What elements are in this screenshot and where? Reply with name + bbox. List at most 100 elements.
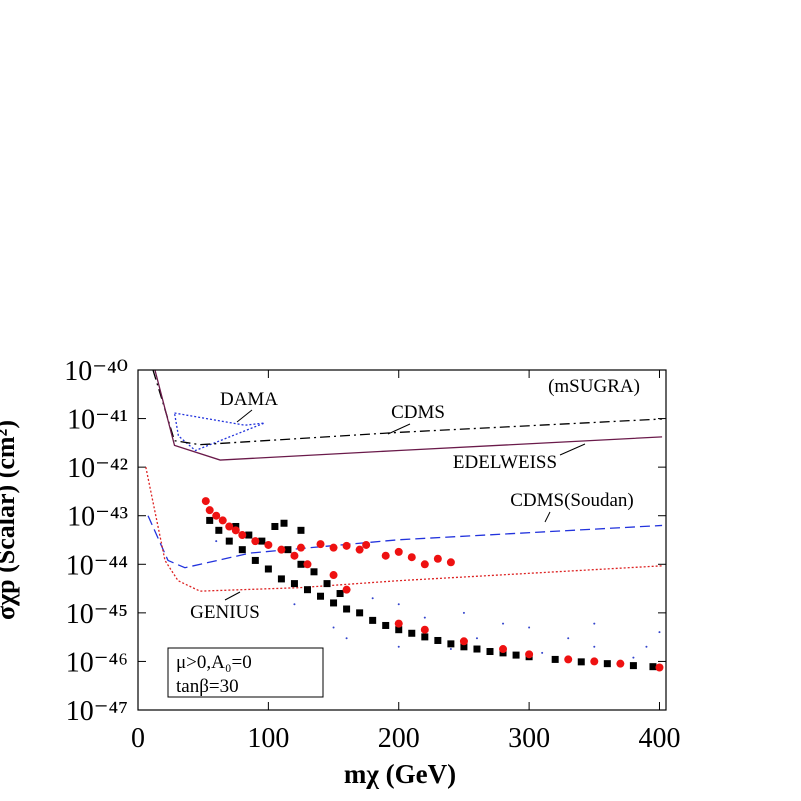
point bbox=[551, 655, 559, 663]
point bbox=[486, 648, 494, 656]
point bbox=[499, 645, 508, 654]
point bbox=[394, 619, 403, 628]
y-tick-label: 10⁻⁴¹ bbox=[67, 405, 128, 436]
curve bbox=[173, 412, 265, 452]
point bbox=[616, 659, 625, 668]
y-tick-label: 10⁻⁴⁰ bbox=[64, 356, 128, 387]
point bbox=[264, 565, 272, 573]
arrows bbox=[224, 409, 586, 601]
point bbox=[434, 636, 442, 644]
point bbox=[201, 497, 210, 506]
point bbox=[433, 554, 442, 563]
point bbox=[421, 633, 429, 641]
point bbox=[567, 637, 570, 640]
point bbox=[460, 643, 468, 651]
point bbox=[473, 645, 481, 653]
annotation: μ>0,A₀=0 bbox=[176, 652, 252, 673]
point bbox=[215, 540, 218, 543]
point bbox=[541, 651, 544, 654]
point bbox=[394, 547, 403, 556]
point bbox=[629, 662, 637, 670]
point bbox=[215, 526, 223, 534]
annotation: tanβ=30 bbox=[176, 676, 239, 697]
point bbox=[655, 663, 664, 672]
y-tick-label: 10⁻⁴⁶ bbox=[66, 647, 128, 678]
point bbox=[251, 537, 260, 546]
point bbox=[336, 590, 344, 598]
point bbox=[323, 580, 331, 588]
point bbox=[658, 631, 661, 634]
point bbox=[317, 592, 325, 600]
point bbox=[329, 543, 338, 552]
point bbox=[502, 622, 505, 625]
point bbox=[449, 648, 452, 651]
point bbox=[446, 558, 455, 567]
arrow bbox=[387, 423, 411, 435]
point bbox=[525, 650, 534, 659]
point bbox=[277, 575, 285, 583]
y-tick-label: 10⁻⁴³ bbox=[67, 502, 128, 533]
point bbox=[342, 585, 351, 594]
point bbox=[297, 526, 305, 534]
point bbox=[212, 511, 221, 520]
curve bbox=[154, 369, 663, 461]
x-axis-label: mχ (GeV) bbox=[344, 759, 456, 789]
point bbox=[459, 637, 468, 646]
arrow bbox=[559, 443, 586, 456]
point bbox=[245, 531, 253, 539]
point bbox=[355, 545, 364, 554]
point bbox=[369, 616, 377, 624]
annotation: EDELWEISS bbox=[453, 452, 557, 473]
annotation: (mSUGRA) bbox=[548, 376, 640, 397]
point bbox=[447, 640, 455, 648]
point bbox=[407, 553, 416, 562]
point bbox=[362, 540, 371, 549]
point bbox=[395, 626, 403, 634]
point bbox=[293, 603, 296, 606]
point bbox=[258, 537, 266, 545]
point bbox=[231, 526, 240, 535]
point bbox=[225, 537, 233, 545]
point bbox=[590, 657, 599, 666]
point bbox=[382, 621, 390, 629]
point bbox=[290, 551, 299, 560]
point bbox=[332, 626, 335, 629]
point bbox=[251, 556, 259, 564]
point bbox=[345, 637, 348, 640]
y-tick-label: 10⁻⁴² bbox=[67, 453, 128, 484]
plot-area bbox=[137, 369, 666, 711]
point bbox=[462, 611, 465, 614]
point bbox=[420, 625, 429, 634]
y-tick-label: 10⁻⁴⁵ bbox=[66, 599, 128, 630]
point bbox=[371, 597, 374, 600]
info-box bbox=[167, 647, 324, 698]
arrow bbox=[224, 591, 241, 601]
point bbox=[397, 645, 400, 648]
point bbox=[284, 546, 292, 554]
arrow bbox=[236, 409, 253, 423]
point bbox=[593, 622, 596, 625]
point bbox=[512, 651, 520, 659]
point bbox=[649, 663, 657, 671]
annotation: GENIUS bbox=[190, 602, 260, 623]
point bbox=[645, 645, 648, 648]
x-tick-label: 300 bbox=[508, 723, 550, 754]
point bbox=[280, 519, 288, 527]
point bbox=[206, 516, 214, 524]
point bbox=[342, 541, 351, 550]
point bbox=[423, 616, 426, 619]
point bbox=[603, 660, 611, 668]
x-tick-label: 100 bbox=[247, 723, 289, 754]
point bbox=[303, 586, 311, 594]
point bbox=[329, 571, 338, 580]
point bbox=[593, 645, 596, 648]
annotation: DAMA bbox=[220, 389, 278, 410]
point bbox=[528, 626, 531, 629]
plot-frame bbox=[137, 369, 667, 711]
point bbox=[297, 560, 305, 568]
arrow bbox=[544, 511, 551, 523]
y-axis-label: σχp (Scalar) (cm²) bbox=[0, 420, 20, 620]
point bbox=[381, 551, 390, 560]
x-tick-label: 200 bbox=[378, 723, 420, 754]
point bbox=[303, 560, 312, 569]
